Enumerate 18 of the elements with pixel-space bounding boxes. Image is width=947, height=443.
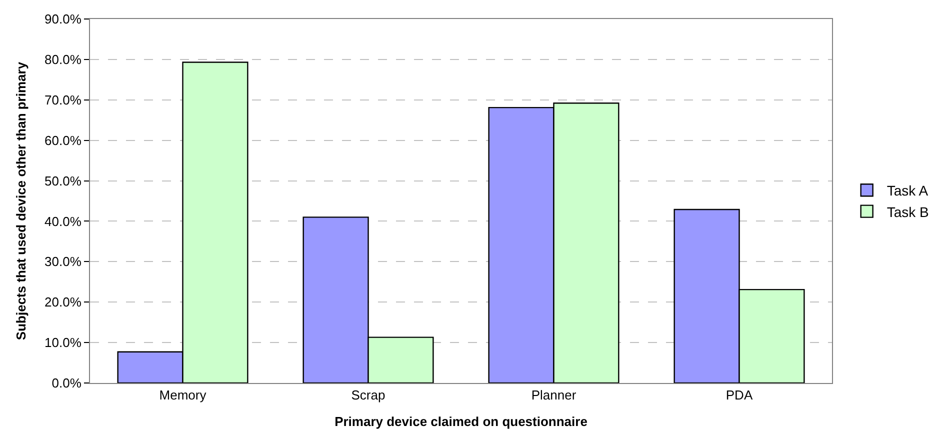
y-tick-label: 10.0% (44, 335, 82, 350)
y-tick-label: 30.0% (44, 254, 82, 270)
y-tick-label: 0.0% (52, 376, 82, 391)
y-tick-label: 20.0% (44, 294, 82, 310)
y-tick-label: 60.0% (44, 132, 82, 148)
y-tick-label: 50.0% (44, 173, 82, 188)
y-tick-label: 90.0% (44, 12, 82, 27)
y-tick-label: 40.0% (44, 214, 82, 229)
y-tick-label: 70.0% (44, 92, 82, 108)
y-tick-label: 80.0% (44, 52, 82, 67)
x-tick-label: PDA (726, 388, 753, 403)
y-axis-title: Subjects that used device other than primary (13, 61, 28, 340)
x-tick-label: Planner (531, 388, 577, 403)
x-axis-title: Primary device claimed on questionnaire (334, 414, 588, 430)
legend-label: Task B (886, 204, 929, 220)
x-tick-label: Scrap (351, 388, 386, 403)
legend-label: Task A (886, 182, 929, 199)
x-tick-label: Memory (159, 388, 207, 403)
